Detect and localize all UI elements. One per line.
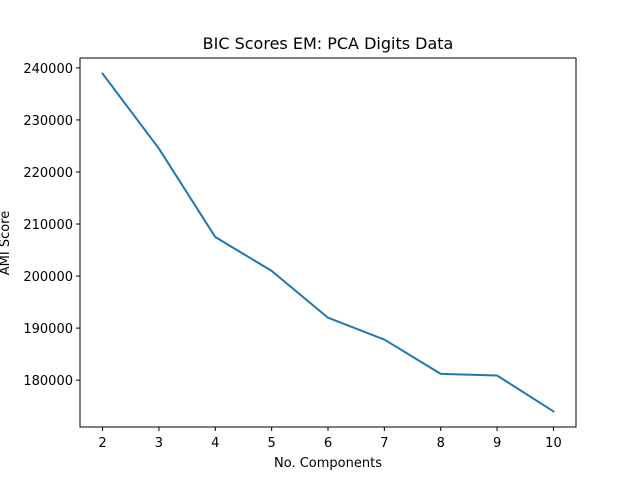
x-tick-label-2: 2 <box>98 436 106 451</box>
y-tick-label-200000: 200000 <box>23 270 73 285</box>
chart-title: BIC Scores EM: PCA Digits Data <box>203 34 454 53</box>
plot-area: 2 3 4 5 6 7 8 9 10 180000 190000 200000 210000 220000… <box>23 57 577 451</box>
y-tick-label-230000: 230000 <box>23 114 73 129</box>
x-tick-label-10: 10 <box>545 436 562 451</box>
x-tick-label-8: 8 <box>437 436 445 451</box>
y-tick-label-190000: 190000 <box>23 322 73 337</box>
x-tick-label-6: 6 <box>324 436 332 451</box>
x-tick-label-4: 4 <box>211 436 219 451</box>
y-tick-label-220000: 220000 <box>23 166 73 181</box>
y-tick-label-240000: 240000 <box>23 62 73 77</box>
x-tick-label-7: 7 <box>380 436 388 451</box>
x-tick-label-9: 9 <box>493 436 501 451</box>
y-tick-label-180000: 180000 <box>23 374 73 389</box>
y-axis-label: AMI Score <box>0 211 13 276</box>
y-tick-label-210000: 210000 <box>23 218 73 233</box>
x-axis-label: No. Components <box>274 456 382 471</box>
x-tick-label-5: 5 <box>267 436 275 451</box>
x-tick-label-3: 3 <box>155 436 163 451</box>
